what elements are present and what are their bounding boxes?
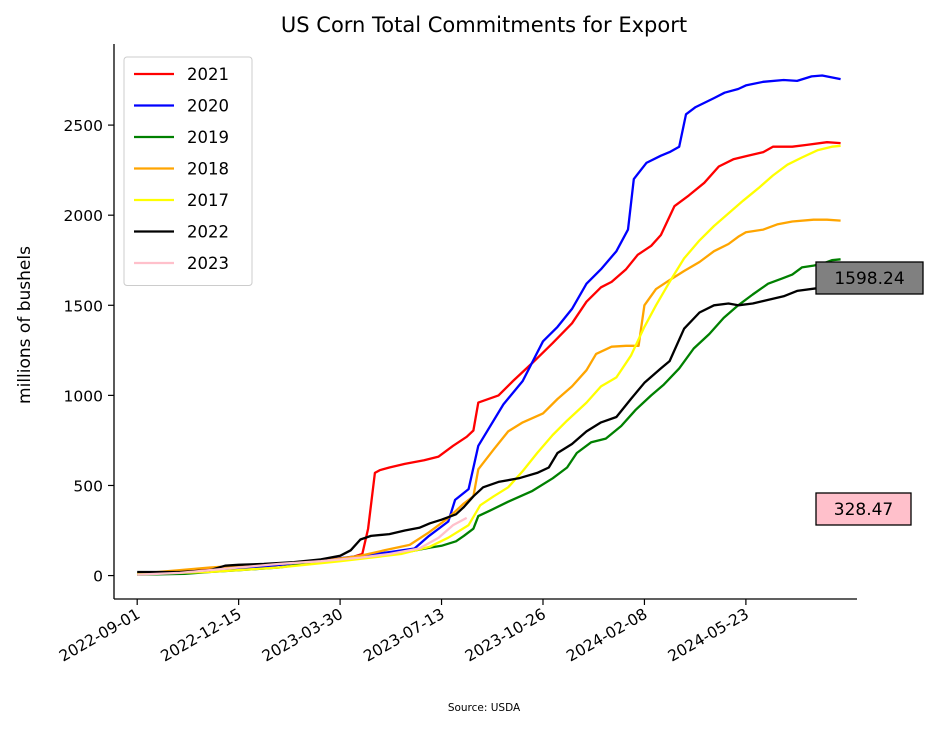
legend-label-2022: 2022 [187, 223, 229, 242]
axes [113, 44, 857, 600]
x-tick-label-2022-09-01: 2022-09-01 [56, 605, 143, 666]
x-tick-label-2023-07-13: 2023-07-13 [361, 605, 448, 666]
series-line-2020 [137, 74, 841, 575]
legend-label-2018: 2018 [187, 160, 229, 179]
annotations: 1598.24 328.47 [815, 261, 924, 526]
plot-area [137, 74, 841, 576]
y-tick-label-2000: 2000 [64, 207, 103, 225]
annotation-box-328-47 [815, 492, 912, 526]
series-line-2023 [137, 516, 468, 576]
source-note: Source: USDA [448, 702, 521, 714]
annotation-label-328-47: 328.47 [834, 500, 893, 520]
y-tick-label-500: 500 [73, 477, 103, 495]
legend-label-2019: 2019 [187, 128, 229, 147]
x-tick-label-2022-12-15: 2022-12-15 [158, 605, 245, 666]
chart-title: US Corn Total Commitments for Export [281, 13, 687, 37]
series-line-2022 [137, 286, 841, 574]
x-tick-label-2023-10-26: 2023-10-26 [462, 605, 549, 666]
x-tick-label-2024-02-08: 2024-02-08 [563, 605, 650, 666]
annotation-box-1598-24 [815, 261, 924, 295]
legend-label-2023: 2023 [187, 254, 229, 273]
y-axis-label: millions of bushels [15, 246, 35, 404]
legend-label-2017: 2017 [187, 191, 229, 210]
x-tick-label-2023-03-30: 2023-03-30 [259, 605, 346, 666]
y-tick-label-0: 0 [93, 568, 103, 586]
series-line-2018 [137, 218, 841, 575]
series-line-2019 [137, 258, 841, 576]
legend-label-2021: 2021 [187, 65, 229, 84]
annotation-label-1598-24: 1598.24 [834, 269, 904, 289]
legend-label-2020: 2020 [187, 97, 229, 116]
y-tick-label-2500: 2500 [64, 117, 103, 135]
y-tick-label-1500: 1500 [64, 297, 103, 315]
legend-frame [123, 56, 253, 286]
series-line-2021 [137, 141, 841, 575]
y-tick-label-1000: 1000 [64, 387, 103, 405]
x-tick-label-2024-05-23: 2024-05-23 [665, 605, 752, 666]
legend: 2021 2020 2019 2018 2017 2022 2023 [123, 56, 253, 286]
